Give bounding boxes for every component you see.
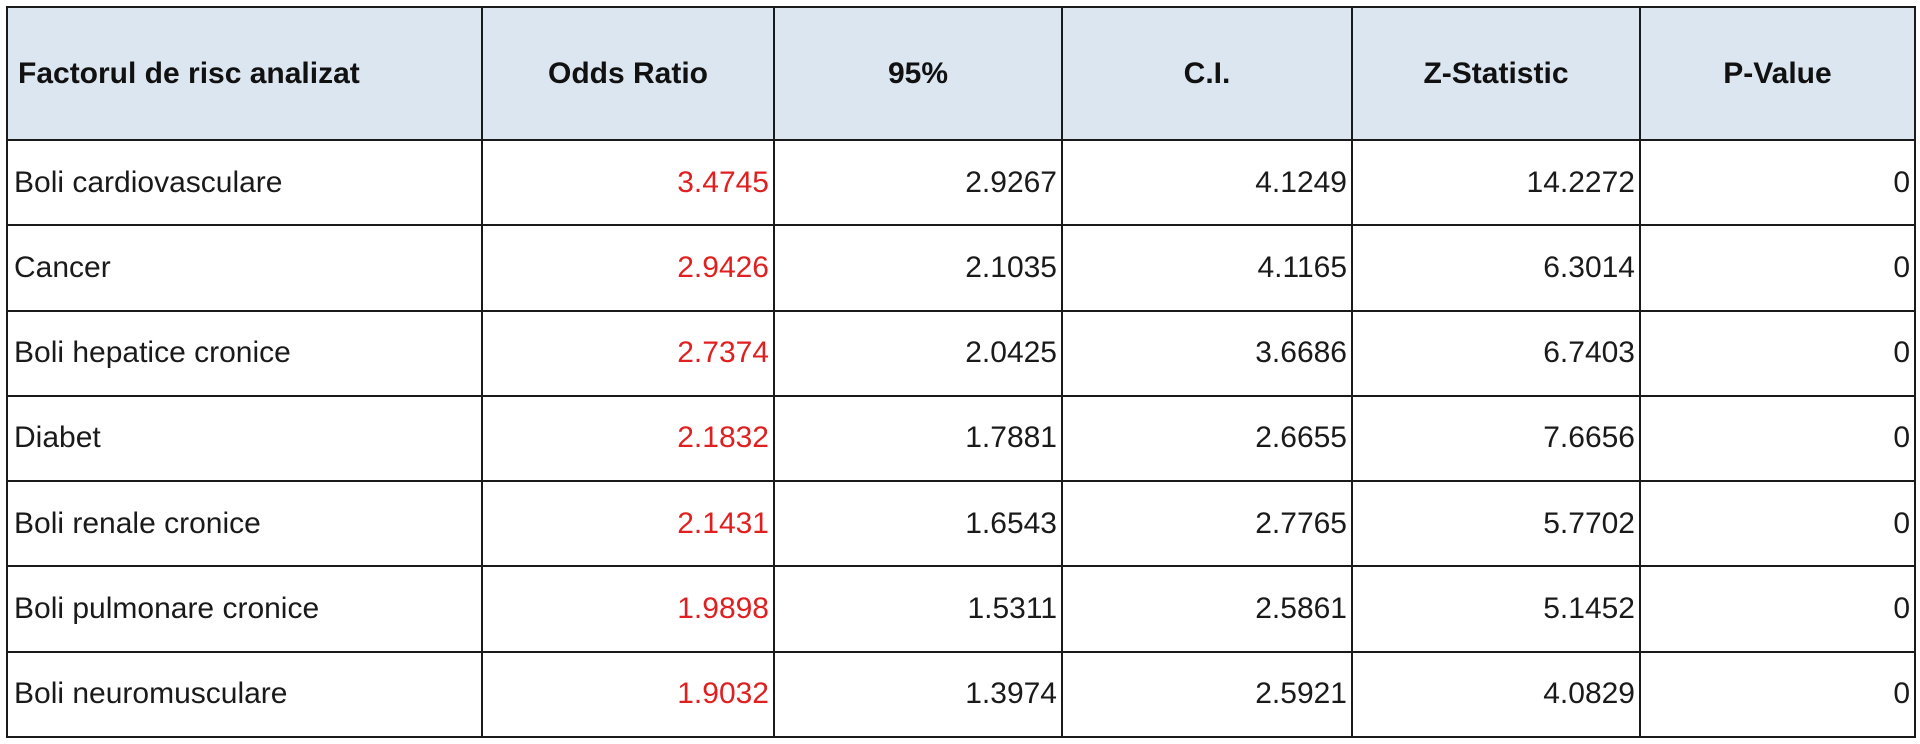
cell-z-statistic: 7.6656 [1351,394,1641,483]
cell-ci-low: 1.3974 [773,650,1063,739]
header-row: Factorul de risc analizat Odds Ratio 95%… [6,6,1916,141]
cell-p-value: 0 [1639,565,1916,653]
table-row: Cancer 2.9426 2.1035 4.1165 6.3014 0 [6,224,1916,312]
cell-ci-high: 2.6655 [1061,394,1353,483]
cell-ci-low: 2.1035 [773,224,1063,312]
cell-odds-ratio: 1.9898 [481,565,775,653]
cell-p-value: 0 [1639,138,1916,227]
table-row: Boli hepatice cronice 2.7374 2.0425 3.66… [6,309,1916,397]
table-header: Factorul de risc analizat Odds Ratio 95%… [6,6,1916,141]
header-p-value: P-Value [1639,6,1916,141]
cell-ci-high: 3.6686 [1061,309,1353,397]
table-row: Diabet 2.1832 1.7881 2.6655 7.6656 0 [6,394,1916,483]
cell-p-value: 0 [1639,394,1916,483]
cell-z-statistic: 6.7403 [1351,309,1641,397]
cell-odds-ratio: 2.1431 [481,480,775,568]
risk-factor-table: Factorul de risc analizat Odds Ratio 95%… [6,6,1916,739]
header-factor: Factorul de risc analizat [6,6,483,141]
cell-z-statistic: 5.7702 [1351,480,1641,568]
table-row: Boli renale cronice 2.1431 1.6543 2.7765… [6,480,1916,568]
table-row: Boli pulmonare cronice 1.9898 1.5311 2.5… [6,565,1916,653]
cell-odds-ratio: 3.4745 [481,138,775,227]
cell-z-statistic: 14.2272 [1351,138,1641,227]
cell-odds-ratio: 1.9032 [481,650,775,739]
cell-ci-low: 2.9267 [773,138,1063,227]
cell-ci-high: 2.7765 [1061,480,1353,568]
header-z-statistic: Z-Statistic [1351,6,1641,141]
header-odds-ratio: Odds Ratio [481,6,775,141]
cell-p-value: 0 [1639,480,1916,568]
cell-p-value: 0 [1639,224,1916,312]
cell-ci-low: 1.6543 [773,480,1063,568]
cell-z-statistic: 6.3014 [1351,224,1641,312]
cell-factor: Boli pulmonare cronice [6,565,483,653]
cell-ci-low: 2.0425 [773,309,1063,397]
cell-factor: Boli hepatice cronice [6,309,483,397]
cell-z-statistic: 4.0829 [1351,650,1641,739]
cell-odds-ratio: 2.9426 [481,224,775,312]
cell-ci-high: 2.5921 [1061,650,1353,739]
cell-factor: Cancer [6,224,483,312]
cell-ci-high: 2.5861 [1061,565,1353,653]
cell-factor: Boli cardiovasculare [6,138,483,227]
cell-z-statistic: 5.1452 [1351,565,1641,653]
risk-factor-table-container: Factorul de risc analizat Odds Ratio 95%… [6,6,1916,739]
header-ci: C.I. [1061,6,1353,141]
header-95-percent: 95% [773,6,1063,141]
cell-odds-ratio: 2.1832 [481,394,775,483]
cell-odds-ratio: 2.7374 [481,309,775,397]
table-row: Boli neuromusculare 1.9032 1.3974 2.5921… [6,650,1916,739]
cell-p-value: 0 [1639,309,1916,397]
table-row: Boli cardiovasculare 3.4745 2.9267 4.124… [6,138,1916,227]
cell-ci-high: 4.1165 [1061,224,1353,312]
cell-factor: Diabet [6,394,483,483]
cell-factor: Boli neuromusculare [6,650,483,739]
cell-ci-low: 1.5311 [773,565,1063,653]
cell-ci-high: 4.1249 [1061,138,1353,227]
cell-p-value: 0 [1639,650,1916,739]
cell-ci-low: 1.7881 [773,394,1063,483]
cell-factor: Boli renale cronice [6,480,483,568]
table-body: Boli cardiovasculare 3.4745 2.9267 4.124… [6,138,1916,739]
